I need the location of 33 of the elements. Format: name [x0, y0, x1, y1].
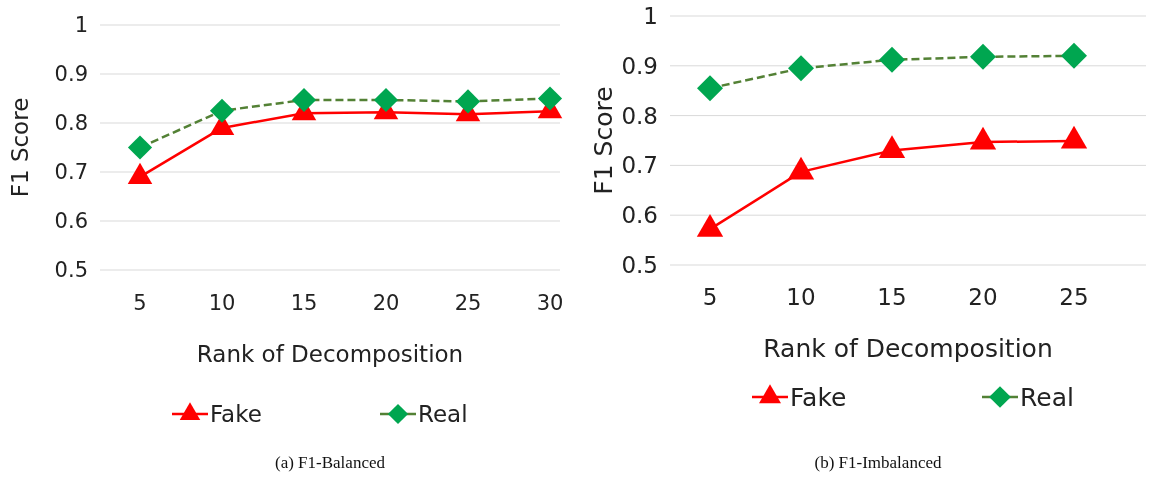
y-axis-title: F1 Score: [589, 86, 618, 195]
x-tick-label: 25: [454, 291, 482, 315]
x-tick-label: 25: [1059, 284, 1089, 310]
y-tick-label: 0.6: [54, 209, 88, 234]
x-tick-label: 10: [786, 284, 816, 310]
y-tick-label: 0.8: [621, 102, 658, 129]
x-tick-label: 5: [702, 284, 718, 310]
x-tick-label: 15: [290, 291, 318, 315]
y-tick-label: 0.9: [54, 62, 88, 87]
x-tick-label: 20: [968, 284, 998, 310]
legend-label: Real: [418, 401, 468, 428]
text: (b) F1-Imbalanced: [814, 453, 942, 472]
y-tick-label: 1: [643, 3, 658, 30]
x-tick-label: 5: [133, 291, 147, 315]
y-tick-label: 1: [74, 13, 88, 38]
x-tick-label: 15: [877, 284, 907, 310]
x-axis-title: Rank of Decomposition: [763, 334, 1053, 363]
x-tick-label: 30: [536, 291, 564, 315]
y-tick-label: 0.8: [54, 111, 88, 136]
y-tick-label: 0.5: [54, 258, 88, 283]
y-tick-label: 0.9: [621, 52, 658, 79]
y-tick-label: 0.7: [54, 160, 88, 185]
x-axis-title: Rank of Decomposition: [196, 341, 464, 367]
y-tick-label: 0.6: [621, 202, 658, 229]
y-axis-title: F1 Score: [7, 97, 33, 198]
y-tick-label: 0.7: [621, 152, 658, 179]
legend-label: Fake: [210, 401, 262, 428]
x-tick-label: 20: [372, 291, 400, 315]
y-tick-label: 0.5: [621, 252, 658, 279]
text: (a) F1-Balanced: [275, 453, 386, 472]
x-tick-label: 10: [208, 291, 236, 315]
legend-label: Fake: [790, 382, 847, 412]
legend-label: Real: [1020, 382, 1074, 412]
